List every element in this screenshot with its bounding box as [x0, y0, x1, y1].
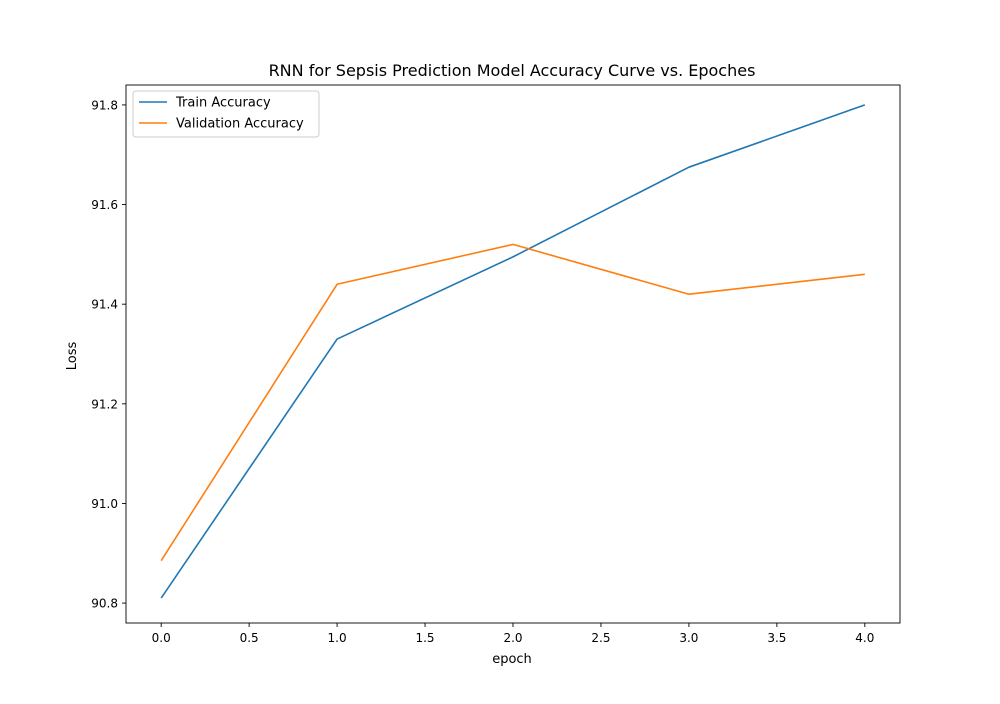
- x-tick-label: 0.0: [152, 631, 171, 645]
- series-line-1: [160, 104, 866, 599]
- x-axis-ticks: 0.0 0.5 1.0 1.5 2.0 2.5 3.0 3.5 4.0: [152, 623, 874, 645]
- x-tick-label: 4.0: [855, 631, 874, 645]
- y-axis-label: Loss: [65, 342, 80, 371]
- y-tick-label: 91.6: [91, 198, 118, 212]
- y-tick-label: 91.2: [91, 397, 118, 411]
- legend-label-2: Validation Accuracy: [176, 117, 304, 132]
- legend-box: [132, 90, 320, 138]
- x-tick-label: 3.5: [767, 631, 786, 645]
- y-axis-ticks: 90.8 91.0 91.2 91.4 91.6 91.8: [91, 98, 126, 611]
- chart-title: RNN for Sepsis Prediction Model Accuracy…: [269, 61, 756, 80]
- legend: Train Accuracy Validation Accuracy: [132, 90, 320, 138]
- y-tick-label: 91.8: [91, 98, 118, 112]
- plot-area: [125, 84, 901, 624]
- series-line-2: [160, 243, 865, 562]
- x-tick-label: 1.0: [328, 631, 347, 645]
- legend-label-1: Train Accuracy: [175, 96, 271, 111]
- plot-frame: [125, 84, 901, 624]
- y-tick-label: 91.0: [91, 497, 118, 511]
- x-tick-label: 1.5: [415, 631, 434, 645]
- x-axis-label: epoch: [492, 652, 532, 667]
- y-tick-label: 90.8: [91, 597, 118, 611]
- x-tick-label: 3.0: [679, 631, 698, 645]
- x-tick-label: 0.5: [240, 631, 259, 645]
- x-tick-label: 2.5: [591, 631, 610, 645]
- x-tick-label: 2.0: [503, 631, 522, 645]
- y-tick-label: 91.4: [91, 298, 118, 312]
